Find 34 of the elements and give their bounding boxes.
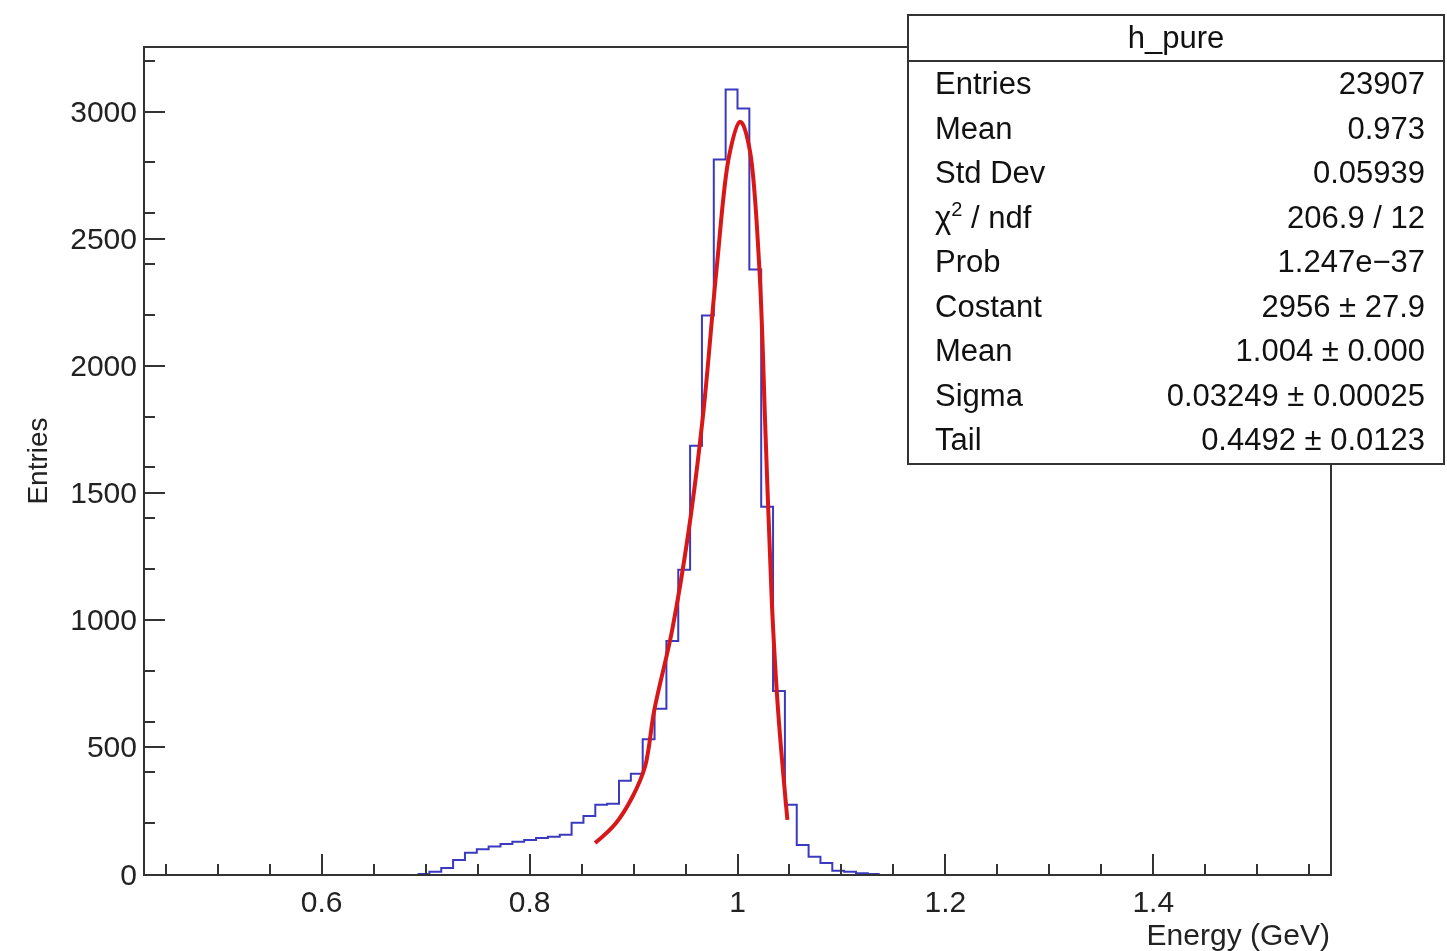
x-tick-label: 1 bbox=[729, 885, 746, 918]
y-tick-label: 2500 bbox=[70, 222, 137, 256]
annotation: 0.03249 ± 0.00025 bbox=[1166, 376, 1425, 415]
annotation: Prob bbox=[935, 243, 1001, 281]
y-axis-title: Entries bbox=[22, 417, 54, 505]
y-tick-label: 3000 bbox=[70, 95, 137, 129]
y-tick-label: 500 bbox=[86, 730, 137, 764]
annotation: χ$^{2}$ / ndf bbox=[935, 196, 1032, 237]
annotation: Mean bbox=[935, 109, 1013, 148]
annotation: Entries bbox=[935, 65, 1032, 103]
x-tick-label: 0.8 bbox=[508, 885, 551, 918]
text: 23907 bbox=[1338, 65, 1425, 103]
annotation: 1.247e−37 bbox=[1277, 243, 1425, 281]
annotation: 206.9 / 12 bbox=[1287, 198, 1425, 237]
x-tick-label: 0.6 bbox=[300, 885, 343, 918]
y-tick-label: 1000 bbox=[70, 603, 137, 637]
annotation: Std Dev bbox=[935, 154, 1046, 192]
annotation: 0.05939 bbox=[1312, 154, 1425, 192]
annotation: Mean bbox=[935, 332, 1013, 370]
line-series bbox=[593, 119, 790, 845]
x-tick-label: 1.2 bbox=[924, 885, 967, 918]
y-tick-label: 1500 bbox=[70, 476, 137, 510]
annotation: h_pure bbox=[909, 16, 1443, 62]
y-tick-label: 0 bbox=[120, 857, 137, 891]
x-tick-label: 1.4 bbox=[1132, 885, 1175, 918]
annotation: Tail bbox=[935, 421, 982, 459]
y-tick-label: 2000 bbox=[70, 349, 137, 383]
annotation: 0.4492 ± 0.0123 bbox=[1201, 421, 1425, 459]
x-axis-title: Energy (GeV) bbox=[1146, 918, 1330, 951]
text: 0.973 bbox=[1347, 109, 1425, 148]
annotation: 2956 ± 27.9 bbox=[1261, 287, 1425, 326]
annotation: Sigma bbox=[935, 376, 1023, 415]
annotation: 1.004 ± 0.000 bbox=[1235, 332, 1425, 370]
annotation: Costant bbox=[935, 287, 1042, 326]
